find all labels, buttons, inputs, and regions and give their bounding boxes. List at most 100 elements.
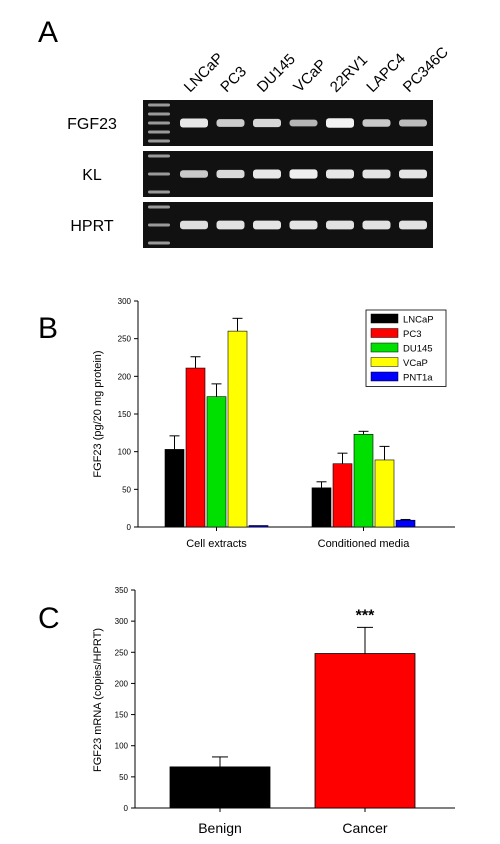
band-lncap	[180, 118, 208, 128]
ladder-band	[148, 139, 170, 143]
y-tick-label: 300	[118, 297, 132, 306]
band-22rv1	[326, 220, 354, 230]
bar-pc3-0	[185, 367, 206, 528]
gel-row-label: KL	[82, 167, 102, 184]
y-tick-label: 350	[115, 586, 129, 595]
significance-annotation: ***	[356, 607, 375, 624]
bar-du145-0	[206, 396, 227, 528]
gel-row-label: HPRT	[70, 218, 113, 235]
legend-swatch-pnt1a	[370, 371, 399, 382]
y-tick-label: 100	[118, 448, 132, 457]
y-tick-label: 250	[118, 335, 132, 344]
panel-b-chart: B 0 50 100 150 200 250 300 Cell extracts Conditi…	[38, 297, 455, 550]
band-lncap	[180, 220, 208, 230]
ladder-band	[148, 241, 170, 245]
band-lapc4	[362, 169, 391, 179]
band-lapc4	[362, 220, 391, 230]
panel-b-bars	[164, 317, 416, 528]
bar-benign	[169, 766, 271, 809]
band-pc3	[216, 119, 245, 127]
x-tick-label-cancer: Cancer	[342, 820, 387, 836]
ladder-band	[148, 130, 170, 134]
band-pc346c	[399, 220, 427, 230]
panel-a-letter: A	[38, 16, 58, 49]
y-tick-label: 300	[115, 617, 129, 626]
ladder-band	[148, 121, 170, 125]
panel-b-legend: LNCaP PC3 DU145 VCaP PNT1a	[365, 309, 447, 387]
panel-c-bars: ***	[169, 607, 416, 809]
bar-lncap-0	[164, 449, 185, 528]
band-vcap	[289, 169, 318, 179]
y-tick-label: 200	[118, 372, 132, 381]
ladder-band	[148, 112, 170, 116]
legend-label-du145: DU145	[403, 344, 433, 355]
band-pc3	[216, 169, 245, 179]
band-vcap	[289, 119, 318, 127]
y-tick-label: 50	[122, 485, 131, 494]
lane-label-lncap: LNCaP	[181, 50, 227, 96]
bar-pc3-1	[332, 463, 353, 528]
bar-vcap-0	[227, 330, 248, 528]
legend-swatch-lncap	[370, 313, 399, 324]
legend-label-pc3: PC3	[403, 329, 421, 340]
gel-rows: FGF23 KL HPRT	[67, 100, 433, 248]
lane-label-du145: DU145	[254, 51, 299, 96]
band-vcap	[289, 220, 318, 230]
y-tick-label: 50	[119, 773, 128, 782]
x-tick-label: Cell extracts	[186, 538, 247, 550]
band-pc3	[216, 220, 245, 230]
x-tick-label-benign: Benign	[198, 820, 242, 836]
band-lncap	[180, 170, 208, 178]
legend-label-lncap: LNCaP	[403, 315, 434, 326]
lane-label-pc3: PC3	[217, 63, 250, 96]
y-tick-label: 150	[115, 711, 129, 720]
ladder-band	[148, 205, 170, 209]
legend-label-pnt1a: PNT1a	[403, 373, 433, 384]
ladder-band	[148, 172, 170, 176]
panel-c-y-axis-label: FGF23 mRNA (copies/HPRT)	[92, 628, 104, 772]
gel-row-label: FGF23	[67, 116, 117, 133]
band-du145	[253, 169, 281, 179]
legend-label-vcap: VCaP	[403, 358, 428, 369]
panel-c-letter: C	[38, 602, 60, 635]
bar-pnt1a-1	[395, 519, 416, 528]
bar-lncap-1	[311, 487, 332, 528]
y-tick-label: 0	[127, 523, 132, 532]
legend-swatch-pc3	[370, 328, 399, 338]
bar-vcap-1	[374, 459, 395, 528]
ladder-band	[148, 223, 170, 227]
lane-label-lapc4: LAPC4	[363, 50, 409, 96]
band-du145	[253, 220, 281, 230]
panel-c-axes: 0 50 100 150 200 250 300 350 Benign Cancer	[115, 586, 455, 836]
band-22rv1	[326, 169, 354, 179]
bar-cancer	[314, 653, 416, 809]
ladder-band	[148, 154, 170, 158]
band-lapc4	[362, 119, 391, 127]
panel-b-y-axis-label: FGF23 (pg/20 mg protein)	[92, 350, 104, 477]
y-tick-label: 200	[115, 679, 129, 688]
band-du145	[253, 118, 281, 128]
y-tick-label: 100	[115, 742, 129, 751]
band-pc346c	[399, 169, 427, 179]
bar-du145-1	[353, 434, 374, 528]
y-tick-label: 150	[118, 410, 132, 419]
band-pc346c	[399, 119, 427, 127]
ladder-band	[148, 190, 170, 194]
bar-pnt1a-0	[248, 525, 269, 528]
legend-swatch-vcap	[370, 357, 399, 367]
x-tick-label: Conditioned media	[318, 538, 411, 550]
ladder-band	[148, 103, 170, 107]
gel-row-kl: KL	[82, 151, 433, 197]
gel-row-hprt: HPRT	[70, 202, 433, 248]
legend-swatch-du145	[370, 342, 399, 353]
band-22rv1	[326, 118, 354, 128]
y-tick-label: 0	[124, 804, 129, 813]
y-tick-label: 250	[115, 648, 129, 657]
lane-label-22rv1: 22RV1	[327, 52, 371, 96]
gel-row-fgf23: FGF23	[67, 100, 433, 146]
panel-b-letter: B	[38, 312, 58, 345]
